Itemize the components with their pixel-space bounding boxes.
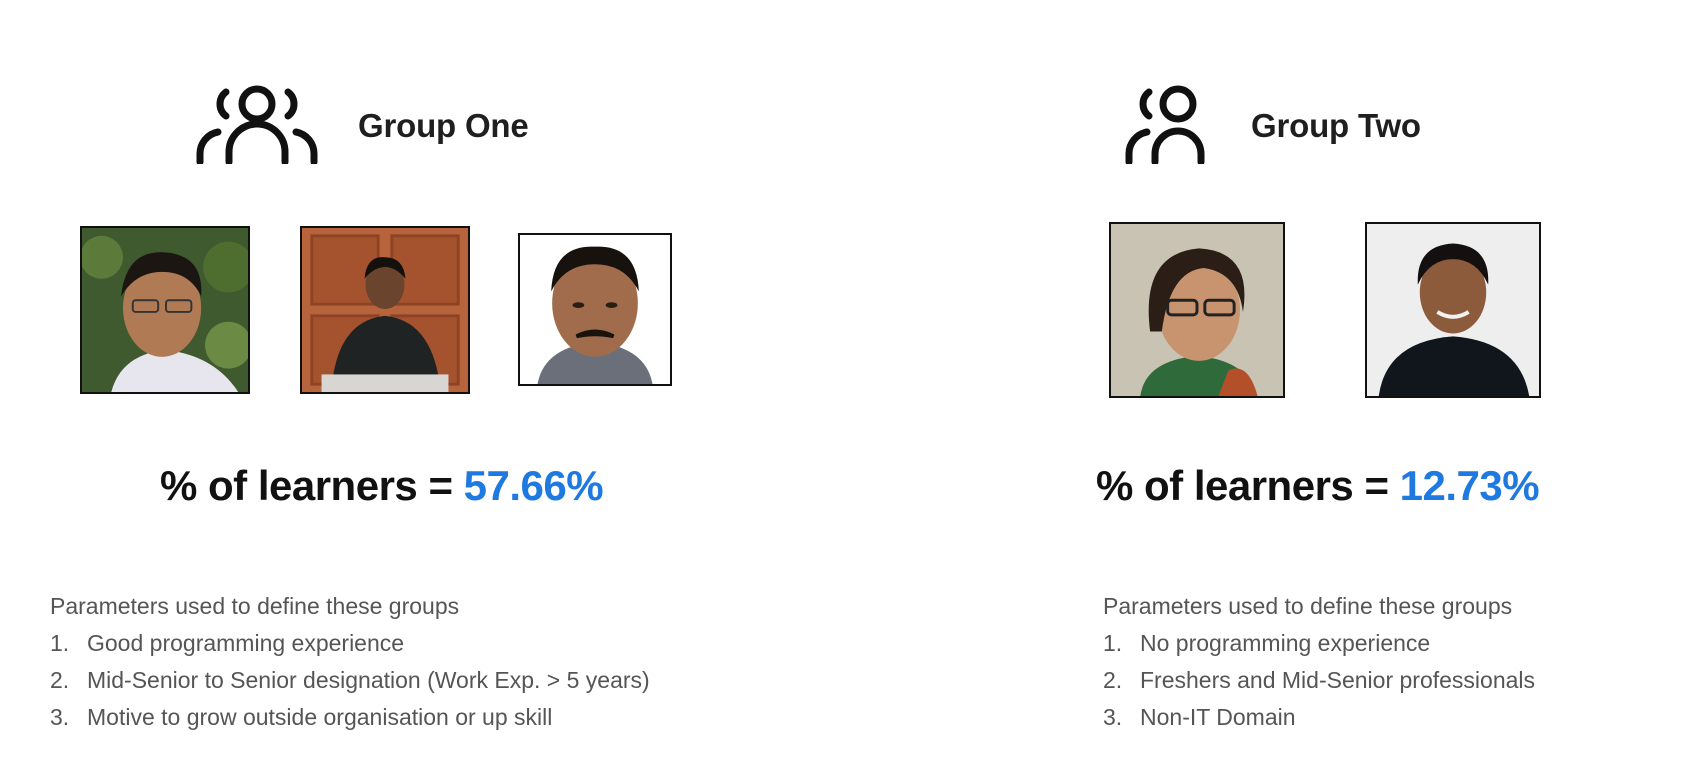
member-photo xyxy=(80,226,250,394)
group-two-panel: Group Two % of learners = 12.73% Paramet… xyxy=(853,0,1706,782)
member-photo xyxy=(300,226,470,394)
parameters-list: Parameters used to define these groups 1… xyxy=(1103,588,1535,736)
learner-percentage: % of learners = 57.66% xyxy=(160,462,604,510)
stat-label: % of learners = xyxy=(160,462,464,509)
group-title: Group Two xyxy=(1251,106,1421,144)
list-item: 2. Freshers and Mid-Senior professionals xyxy=(1103,667,1536,693)
stat-value: 12.73% xyxy=(1399,462,1540,509)
parameters-heading: Parameters used to define these groups xyxy=(1103,593,1513,619)
person-icon xyxy=(1125,82,1223,169)
stat-value: 57.66% xyxy=(463,462,604,509)
group-one-panel: Group One xyxy=(50,82,672,736)
group-one-header: Group One xyxy=(196,82,529,169)
stat-label: % of learners = xyxy=(1096,462,1400,509)
group-people-icon xyxy=(196,82,318,169)
parameters-list: Parameters used to define these groups 1… xyxy=(50,588,650,736)
parameters-heading: Parameters used to define these groups xyxy=(50,593,460,619)
group-two-header: Group Two xyxy=(1125,82,1421,169)
group-title: Group One xyxy=(358,106,529,144)
list-item: 1. No programming experience xyxy=(1103,630,1431,656)
member-photo xyxy=(1109,222,1285,398)
list-item: 3. Motive to grow outside organisation or… xyxy=(50,704,553,730)
member-photo xyxy=(518,233,672,386)
list-item: 2. Mid-Senior to Senior designation (Work… xyxy=(50,667,650,693)
member-photo xyxy=(1365,222,1541,398)
list-item: 1. Good programming experience xyxy=(50,630,405,656)
list-item: 3. Non-IT Domain xyxy=(1103,704,1296,730)
learner-percentage: % of learners = 12.73% xyxy=(1096,462,1540,510)
